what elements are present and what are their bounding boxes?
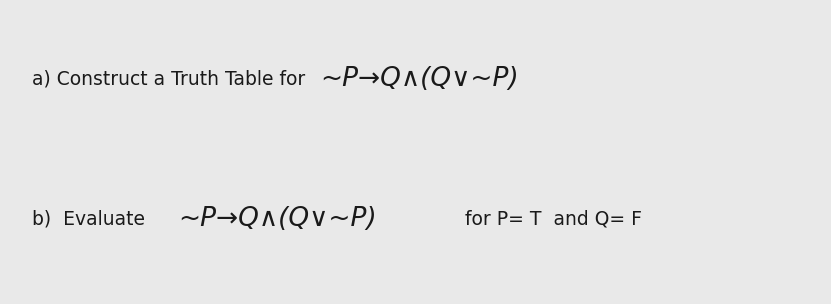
Text: for P= T  and Q= F: for P= T and Q= F bbox=[453, 209, 642, 228]
Text: b)  Evaluate: b) Evaluate bbox=[32, 209, 145, 228]
Text: ~P→Q∧(Q∨~P): ~P→Q∧(Q∨~P) bbox=[179, 206, 377, 232]
Text: ~P→Q∧(Q∨~P): ~P→Q∧(Q∨~P) bbox=[320, 66, 519, 92]
Text: a) Construct a Truth Table for: a) Construct a Truth Table for bbox=[32, 70, 305, 88]
